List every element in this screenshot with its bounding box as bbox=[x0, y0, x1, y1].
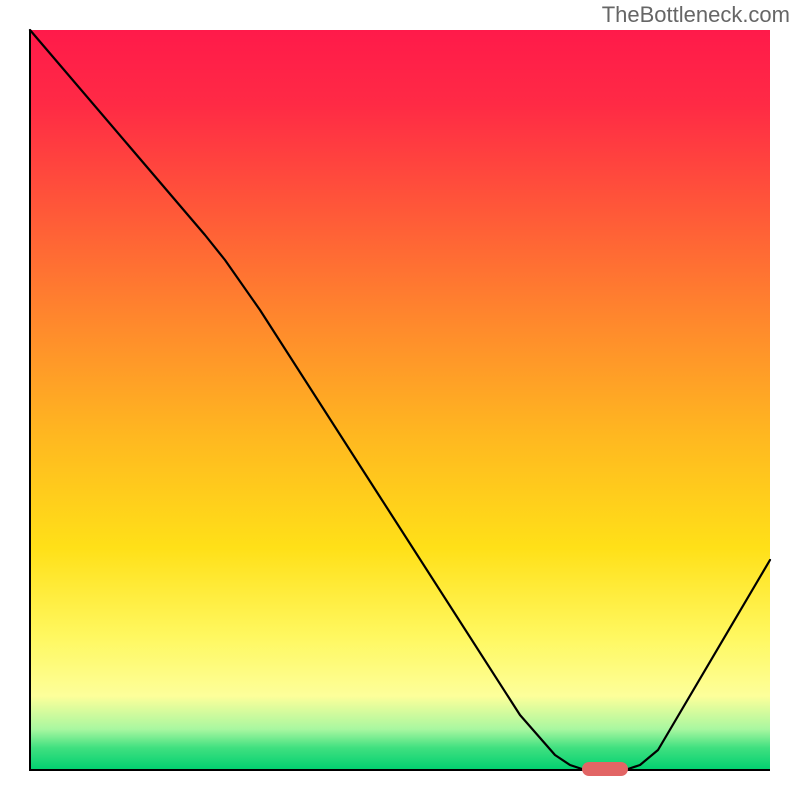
optimal-marker bbox=[582, 762, 628, 776]
plot-background bbox=[30, 30, 770, 770]
watermark-text: TheBottleneck.com bbox=[602, 2, 790, 28]
chart-container: TheBottleneck.com bbox=[0, 0, 800, 800]
bottleneck-chart bbox=[0, 0, 800, 800]
